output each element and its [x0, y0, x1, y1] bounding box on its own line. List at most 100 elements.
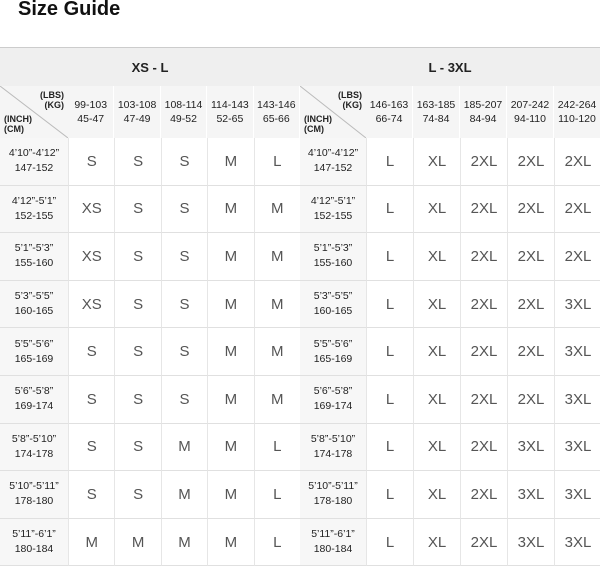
size-cell: 2XL — [507, 328, 554, 376]
size-cell: M — [160, 423, 208, 472]
size-cell: S — [114, 185, 161, 234]
size-cell: XL — [413, 518, 460, 567]
row-label: 5’6”-5’8” 169-174 — [300, 376, 366, 424]
height-cm: 178-180 — [14, 495, 54, 508]
row-label: 4’10”-4’12” 147-152 — [300, 138, 366, 186]
size-cell: S — [114, 423, 161, 472]
height-inch: 5’10”-5’11” — [308, 480, 358, 493]
size-cell: XS — [68, 280, 115, 329]
size-cell: 2XL — [507, 185, 554, 234]
weight-unit: (LBS) — [338, 90, 362, 100]
size-cell: XL — [413, 423, 460, 472]
size-cell: S — [114, 280, 161, 329]
height-cm: 160-165 — [313, 305, 353, 318]
diagonal-line — [0, 86, 68, 138]
corner-diagonal — [0, 86, 68, 138]
size-cell: S — [114, 328, 161, 376]
size-cell: S — [114, 138, 161, 186]
size-cell: M — [207, 376, 254, 424]
size-cell: L — [366, 233, 413, 281]
size-cell: M — [207, 518, 254, 567]
row-label: 5’3”-5’5” 160-165 — [0, 280, 68, 329]
size-cell: 2XL — [507, 233, 554, 281]
size-cell: L — [366, 423, 413, 472]
height-inch: 5’11”-6’1” — [12, 528, 56, 541]
size-cell: 2XL — [460, 328, 507, 376]
size-cell: 2XL — [460, 376, 507, 424]
size-cell: 2XL — [460, 185, 507, 234]
height-inch: 5’5”-5’6” — [313, 337, 353, 350]
height-unit: (CM) — [304, 124, 324, 134]
column-header: 185-207 84-94 — [460, 86, 507, 138]
size-cell: M — [114, 518, 161, 567]
corner-header: (LBS) (KG) (INCH) (CM) — [300, 86, 366, 138]
size-cell: M — [253, 280, 300, 329]
size-cell: M — [207, 328, 254, 376]
weight-kg: 49-52 — [170, 113, 197, 125]
height-inch: 5’1”-5’3” — [313, 242, 353, 255]
height-cm: 155-160 — [14, 257, 54, 270]
height-cm: 174-178 — [313, 447, 353, 460]
column-header: 163-185 74-84 — [413, 86, 460, 138]
size-cell: 2XL — [460, 423, 507, 472]
weight-lbs: 103-108 — [117, 99, 157, 111]
weight-lbs: 242-264 — [557, 99, 597, 111]
height-inch: 5’8”-5’10” — [11, 432, 57, 445]
height-inch: 5’3”-5’5” — [14, 290, 54, 303]
size-cell: XL — [413, 328, 460, 376]
size-cell: S — [114, 376, 161, 424]
group-title: L - 3XL — [300, 48, 600, 86]
size-cell: 2XL — [460, 280, 507, 329]
size-cell: 3XL — [507, 423, 554, 472]
size-cell: L — [253, 518, 300, 567]
weight-lbs: 163-185 — [416, 99, 456, 111]
size-cell: 2XL — [507, 280, 554, 329]
height-cm: 178-180 — [313, 495, 353, 508]
height-cm: 152-155 — [313, 209, 353, 222]
size-cell: S — [68, 471, 115, 519]
size-cell: L — [366, 138, 413, 186]
height-inch: 5’1”-5’3” — [14, 242, 54, 255]
size-cell: L — [366, 471, 413, 519]
height-inch: 4’10”-4’12” — [8, 147, 60, 160]
size-cell: S — [68, 138, 115, 186]
height-cm: 165-169 — [14, 352, 54, 365]
corner-diagonal — [300, 86, 366, 138]
row-label: 5’5”-5’6” 165-169 — [300, 328, 366, 376]
weight-lbs: 185-207 — [463, 99, 503, 111]
size-cell: XS — [68, 233, 115, 281]
weight-lbs: 143-146 — [257, 99, 296, 111]
weight-kg: 84-94 — [469, 113, 497, 125]
size-cell: 2XL — [554, 185, 600, 234]
row-label: 4’10”-4’12” 147-152 — [0, 138, 68, 186]
size-cell: 2XL — [507, 138, 554, 186]
height-cm: 147-152 — [14, 162, 54, 175]
size-cell: XL — [413, 233, 460, 281]
size-cell: S — [68, 423, 115, 472]
height-inch: 4’10”-4’12” — [307, 147, 359, 160]
size-cell: M — [68, 518, 115, 567]
height-inch: 4’12”-5’1” — [310, 194, 356, 207]
size-cell: L — [253, 471, 300, 519]
height-cm: 152-155 — [14, 209, 54, 222]
size-cell: 2XL — [554, 138, 600, 186]
column-header: 146-163 66-74 — [366, 86, 413, 138]
weight-lbs: 114-143 — [211, 99, 249, 111]
row-label: 5’10”-5’11” 178-180 — [300, 471, 366, 519]
row-label: 5’11”-6’1” 180-184 — [300, 518, 366, 567]
size-cell: M — [207, 280, 254, 329]
size-cell: S — [160, 185, 208, 234]
height-cm: 155-160 — [313, 257, 353, 270]
size-cell: L — [366, 518, 413, 567]
size-cell: XL — [413, 138, 460, 186]
row-label: 5’10”-5’11” 178-180 — [0, 471, 68, 519]
size-cell: 2XL — [460, 518, 507, 567]
weight-kg: 66-74 — [375, 113, 403, 125]
column-header: 242-264 110-120 — [554, 86, 600, 138]
height-cm: 180-184 — [313, 543, 353, 556]
size-cell: S — [160, 233, 208, 281]
row-label: 4’12”-5’1” 152-155 — [300, 185, 366, 234]
height-inch: 5’6”-5’8” — [313, 385, 353, 398]
column-header: 207-242 94-110 — [507, 86, 554, 138]
size-cell: M — [207, 423, 254, 472]
